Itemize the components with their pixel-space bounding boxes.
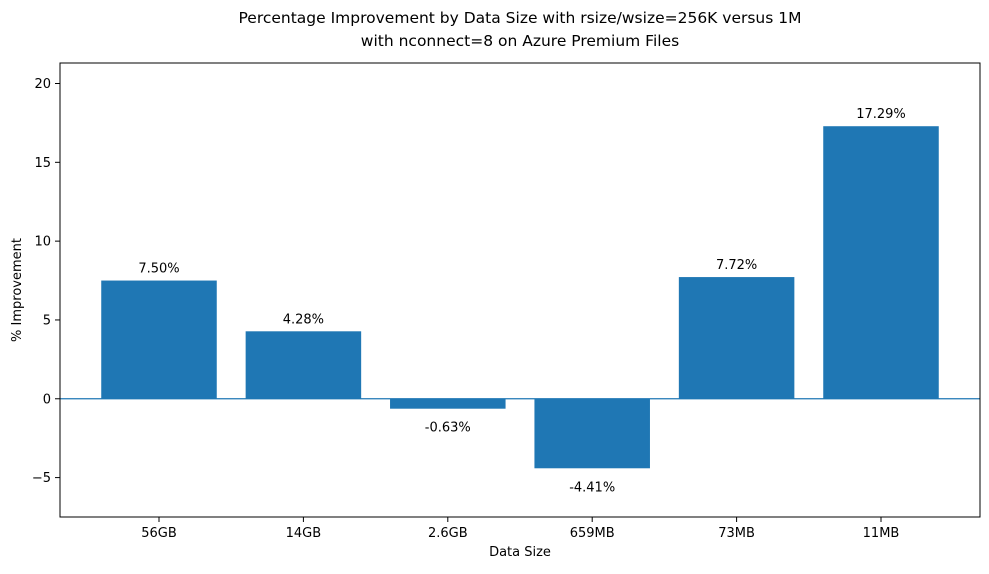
x-axis-ticks: 56GB 14GB 2.6GB 659MB 73MB 11MB [141,517,899,541]
y-axis-ticks: −5 0 5 10 15 20 [32,77,60,486]
bar-11mb [823,126,939,399]
data-label: 7.72% [716,258,757,273]
x-tick-label: 11MB [863,526,900,541]
plot-frame [59,62,981,518]
x-axis-label: Data Size [489,545,551,560]
bar-2-6gb [390,398,506,409]
y-tick-label: 20 [34,77,51,92]
y-tick-label: 5 [43,313,51,328]
bar-659mb [534,398,650,469]
bar-56gb [101,280,217,399]
chart-title-line-2: with nconnect=8 on Azure Premium Files [361,32,679,50]
x-tick-label: 659MB [570,526,615,541]
data-label: 7.50% [138,262,179,277]
x-tick-label: 73MB [718,526,755,541]
data-label: 4.28% [283,312,324,327]
bar-73mb [678,277,795,399]
data-label: -0.63% [425,421,471,436]
y-tick-label: 10 [34,235,51,250]
y-tick-label: −5 [32,471,51,486]
y-tick-label: 0 [43,392,51,407]
y-axis-label: % Improvement [10,238,25,342]
data-labels-group: 7.50% 4.28% -0.63% -4.41% 7.72% 17.29% [138,107,905,495]
bar-14gb [245,331,362,399]
bars-group [101,126,939,469]
x-tick-label: 14GB [286,526,322,541]
x-tick-label: 56GB [141,526,177,541]
chart-title-line-1: Percentage Improvement by Data Size with… [238,9,801,27]
x-tick-label: 2.6GB [428,526,468,541]
y-tick-label: 15 [34,156,51,171]
data-label: -4.41% [569,480,615,495]
data-label: 17.29% [856,107,906,122]
